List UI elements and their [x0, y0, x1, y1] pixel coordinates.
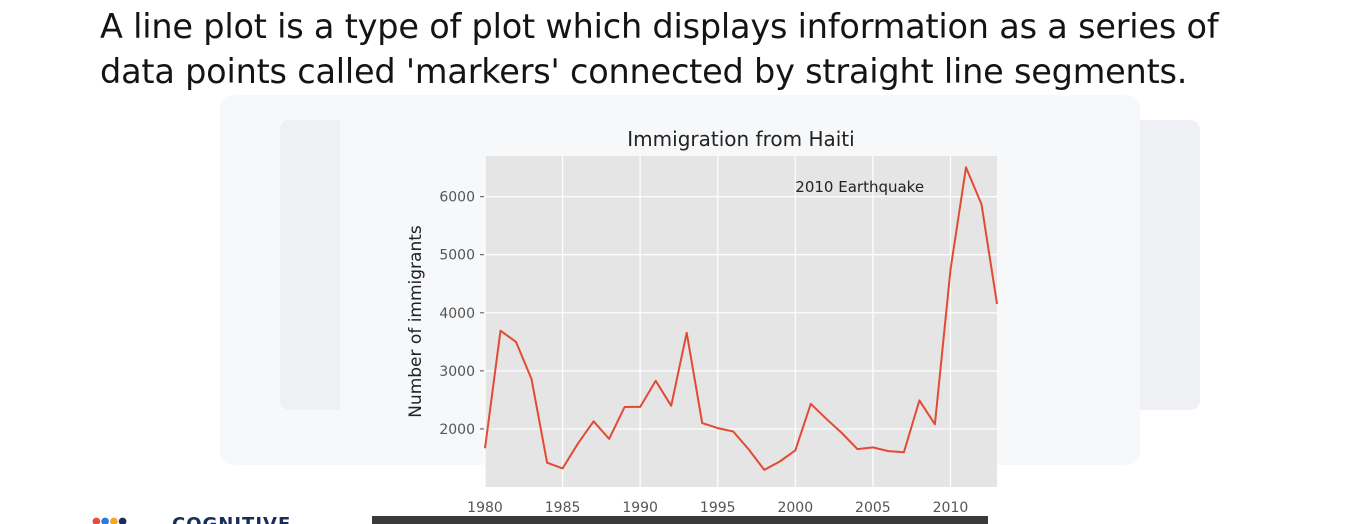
annotations: 2010 Earthquake [795, 178, 924, 196]
y-tick-label: 3000 [439, 364, 475, 380]
x-tick-label: 2000 [777, 500, 813, 516]
slide-description: A line plot is a type of plot which disp… [100, 7, 1219, 91]
y-tick-label: 6000 [439, 190, 475, 206]
y-axis-label: Number of immigrants [406, 225, 426, 418]
brand-logo: ●●●● COGNITIVE [92, 513, 312, 524]
y-tick-label: 5000 [439, 248, 475, 264]
x-tick-label: 1995 [700, 500, 736, 516]
video-control-bar [372, 516, 988, 524]
chart-title: Immigration from Haiti [627, 127, 854, 151]
background-watermark-frame [280, 120, 1200, 410]
x-tick-label: 2005 [855, 500, 891, 516]
logo-dots-icon: ●●●● [92, 516, 127, 524]
x-tick-label: 2010 [933, 500, 969, 516]
logo-wordmark: COGNITIVE [172, 516, 291, 524]
axis-ticks: 1980 1985 1990 1995 2000 2005 2010 2000 3000 4000… [439, 190, 968, 516]
x-tick-label: 1990 [622, 500, 658, 516]
y-tick-label: 2000 [439, 422, 475, 438]
series-line [484, 166, 998, 471]
plot-area [485, 156, 997, 487]
annotation-label: 2010 Earthquake [795, 178, 924, 196]
y-tick-label: 4000 [439, 306, 475, 322]
x-tick-label: 1980 [467, 500, 503, 516]
x-tick-label: 1985 [545, 500, 581, 516]
